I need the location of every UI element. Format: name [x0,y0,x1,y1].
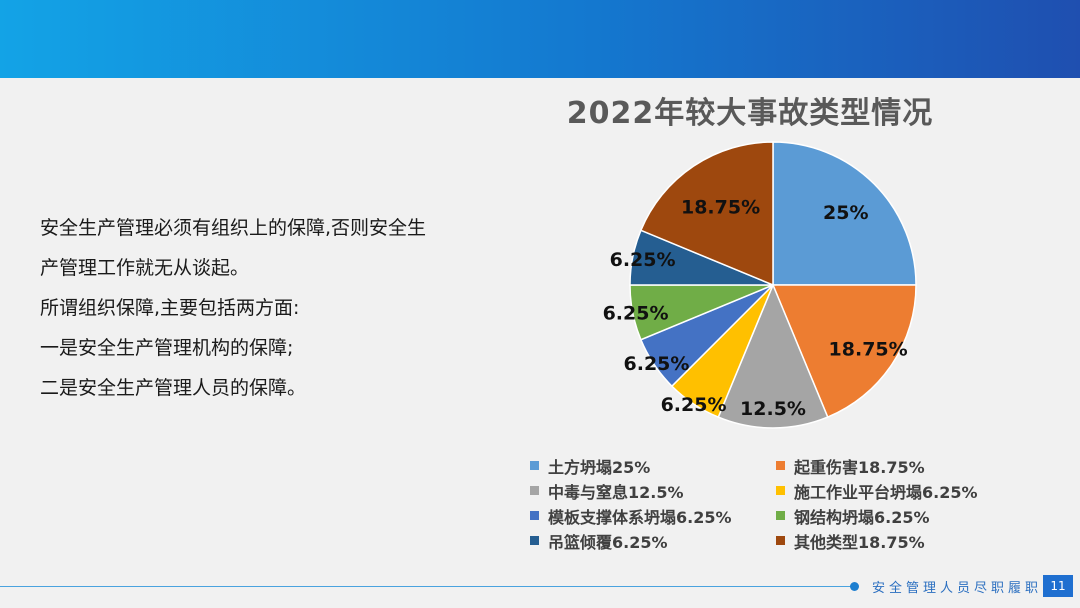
legend-label: 起重伤害18.75% [794,457,925,477]
body-line: 一是安全生产管理机构的保障; [40,337,294,359]
legend-item: 吊篮倾覆6.25% [530,529,776,552]
legend-swatch [530,461,539,470]
legend-item: 钢结构坍塌6.25% [776,504,1000,527]
legend-swatch [776,536,785,545]
legend-label: 施工作业平台坍塌6.25% [794,482,978,502]
body-line: 二是安全生产管理人员的保障。 [40,377,307,399]
legend-swatch [530,511,539,520]
pie-slice [717,283,829,429]
pie-labels: 25% 18.75% 12.5% 6.25% 6.25% 6.25% 6.25% 18.75% [603,197,908,420]
body-line: 安全生产管理必须有组织上的保障,否则安全生 [40,217,427,239]
legend-label: 吊篮倾覆6.25% [548,532,668,552]
legend-item: 土方坍塌25% [530,454,776,477]
slice-label: 25% [823,202,868,224]
legend-swatch [776,511,785,520]
footer-text: 安全管理人员尽职履职 [872,581,1043,596]
legend-item: 其他类型18.75% [776,529,1000,552]
legend-item: 施工作业平台坍塌6.25% [776,479,1000,502]
top-banner [0,0,1080,78]
slice-label: 6.25% [661,394,727,416]
chart-legend: 土方坍塌25% 起重伤害18.75% 中毒与窒息12.5% 施工作业平台坍塌6.… [530,454,1000,552]
footer-dot [850,582,859,591]
legend-item: 中毒与窒息12.5% [530,479,776,502]
legend-swatch [776,486,785,495]
legend-item: 起重伤害18.75% [776,454,1000,477]
legend-label: 中毒与窒息12.5% [548,482,684,502]
slice-label: 6.25% [610,249,676,271]
body-line: 产管理工作就无从谈起。 [40,257,250,279]
body-line: 所谓组织保障,主要包括两方面: [40,297,300,319]
legend-swatch [776,461,785,470]
pie-slices [629,141,917,429]
legend-label: 土方坍塌25% [548,457,651,477]
legend-label: 模板支撑体系坍塌6.25% [548,507,732,527]
body-text: 安全生产管理必须有组织上的保障,否则安全生 产管理工作就无从谈起。 所谓组织保障… [40,208,520,408]
pie-slice [771,284,917,419]
slice-label: 6.25% [603,302,669,324]
footer-line [0,586,855,587]
pie-slice [639,141,774,287]
legend-swatch [530,536,539,545]
legend-item: 模板支撑体系坍塌6.25% [530,504,776,527]
slice-label: 12.5% [740,398,806,420]
pie-slice [772,141,917,286]
slice-label: 6.25% [624,353,690,375]
slice-label: 18.75% [829,339,908,361]
chart-title: 2022年较大事故类型情况 [566,96,934,131]
legend-label: 钢结构坍塌6.25% [794,507,930,527]
page-number: 11 [1043,575,1073,597]
legend-swatch [530,486,539,495]
legend-label: 其他类型18.75% [794,532,925,552]
slice-label: 18.75% [681,197,760,219]
